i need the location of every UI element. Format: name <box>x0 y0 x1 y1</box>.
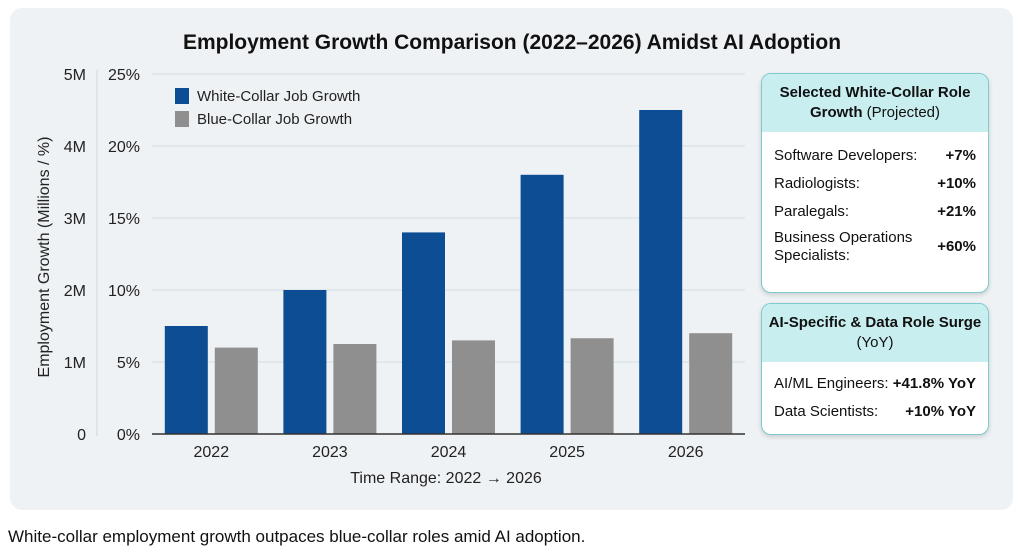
role-row: Data Scientists: +10% YoY <box>762 398 988 426</box>
y-axis-label: Employment Growth (Millions / %) <box>36 137 53 378</box>
bar-blue-collar-2025 <box>570 338 614 434</box>
x-tick-label: 2024 <box>431 444 467 461</box>
bar-white-collar-2025 <box>520 174 564 435</box>
role-row: Radiologists: +10% <box>762 170 988 198</box>
y-tick-label-millions: 0 <box>77 427 86 444</box>
y-tick-label-percent: 5% <box>117 355 140 372</box>
panel-header: AI-Specific & Data Role Surge (YoY) <box>762 304 988 362</box>
role-label: Paralegals: <box>774 203 850 220</box>
role-value: +10% YoY <box>905 403 976 420</box>
y-tick-label-millions: 4M <box>64 139 86 156</box>
role-value: +41.8% YoY <box>892 375 976 392</box>
caption: White-collar employment growth outpaces … <box>8 527 586 546</box>
y-tick-label-percent: 10% <box>108 283 140 300</box>
legend-label: Blue-Collar Job Growth <box>197 111 352 128</box>
bar-blue-collar-2022 <box>214 347 258 434</box>
x-tick-label: 2026 <box>668 444 704 461</box>
role-label: Data Scientists: <box>774 403 879 420</box>
legend-label: White-Collar Job Growth <box>197 88 360 105</box>
y-tick-label-millions: 3M <box>64 211 86 228</box>
bar-white-collar-2026 <box>639 110 683 434</box>
role-value: +7% <box>945 147 976 164</box>
y-tick-label-millions: 1M <box>64 355 86 372</box>
panel-title: AI-Specific & Data Role Surge <box>768 314 982 331</box>
chart-title: Employment Growth Comparison (2022–2026)… <box>182 31 842 54</box>
white-collar-roles-panel: Selected White-Collar Role Growth (Proje… <box>761 73 989 293</box>
y-tick-label-percent: 15% <box>108 211 140 228</box>
bar-blue-collar-2026 <box>689 333 733 434</box>
x-tick-label: 2022 <box>194 444 230 461</box>
role-row: AI/ML Engineers: +41.8% YoY <box>762 370 988 398</box>
panel-subtitle: (YoY) <box>856 334 894 351</box>
y-tick-label-percent: 25% <box>108 67 140 84</box>
panel-header: Selected White-Collar Role Growth (Proje… <box>762 74 988 132</box>
role-label: AI/ML Engineers: <box>774 375 889 392</box>
bar-white-collar-2022 <box>164 326 208 434</box>
role-label: Business Operations Specialists: <box>774 229 913 264</box>
bar-blue-collar-2023 <box>333 344 377 434</box>
bar-blue-collar-2024 <box>452 340 495 434</box>
y-tick-label-millions: 2M <box>64 283 86 300</box>
x-axis-label: Time Range: 2022 → 2026 <box>350 470 542 487</box>
bar-white-collar-2023 <box>283 290 327 434</box>
role-value: +21% <box>937 203 976 220</box>
role-value: +10% <box>937 175 976 192</box>
legend-swatch <box>175 111 189 127</box>
y-tick-label-percent: 0% <box>117 427 140 444</box>
role-row: Business Operations Specialists: +60% <box>762 226 988 268</box>
legend-swatch <box>175 88 189 104</box>
ai-roles-panel: AI-Specific & Data Role Surge (YoY) AI/M… <box>761 303 989 435</box>
x-tick-label: 2025 <box>549 444 585 461</box>
x-tick-label: 2023 <box>312 444 348 461</box>
bar-white-collar-2024 <box>402 232 445 434</box>
panel-title: Selected White-Collar Role Growth <box>779 84 971 121</box>
y-tick-label-millions: 5M <box>64 67 86 84</box>
role-label: Radiologists: <box>774 175 860 192</box>
bar-chart: 0 0% 1M 5% 2M 10% 3M 15% 4M 20% 5M 25% 2022 2023 2024 2… <box>36 67 745 487</box>
role-value: +60% <box>937 238 976 255</box>
role-row: Paralegals: +21% <box>762 198 988 226</box>
panel-subtitle: (Projected) <box>866 104 941 121</box>
role-row: Software Developers: +7% <box>762 142 988 170</box>
y-tick-label-percent: 20% <box>108 139 140 156</box>
role-label: Software Developers: <box>774 147 918 164</box>
